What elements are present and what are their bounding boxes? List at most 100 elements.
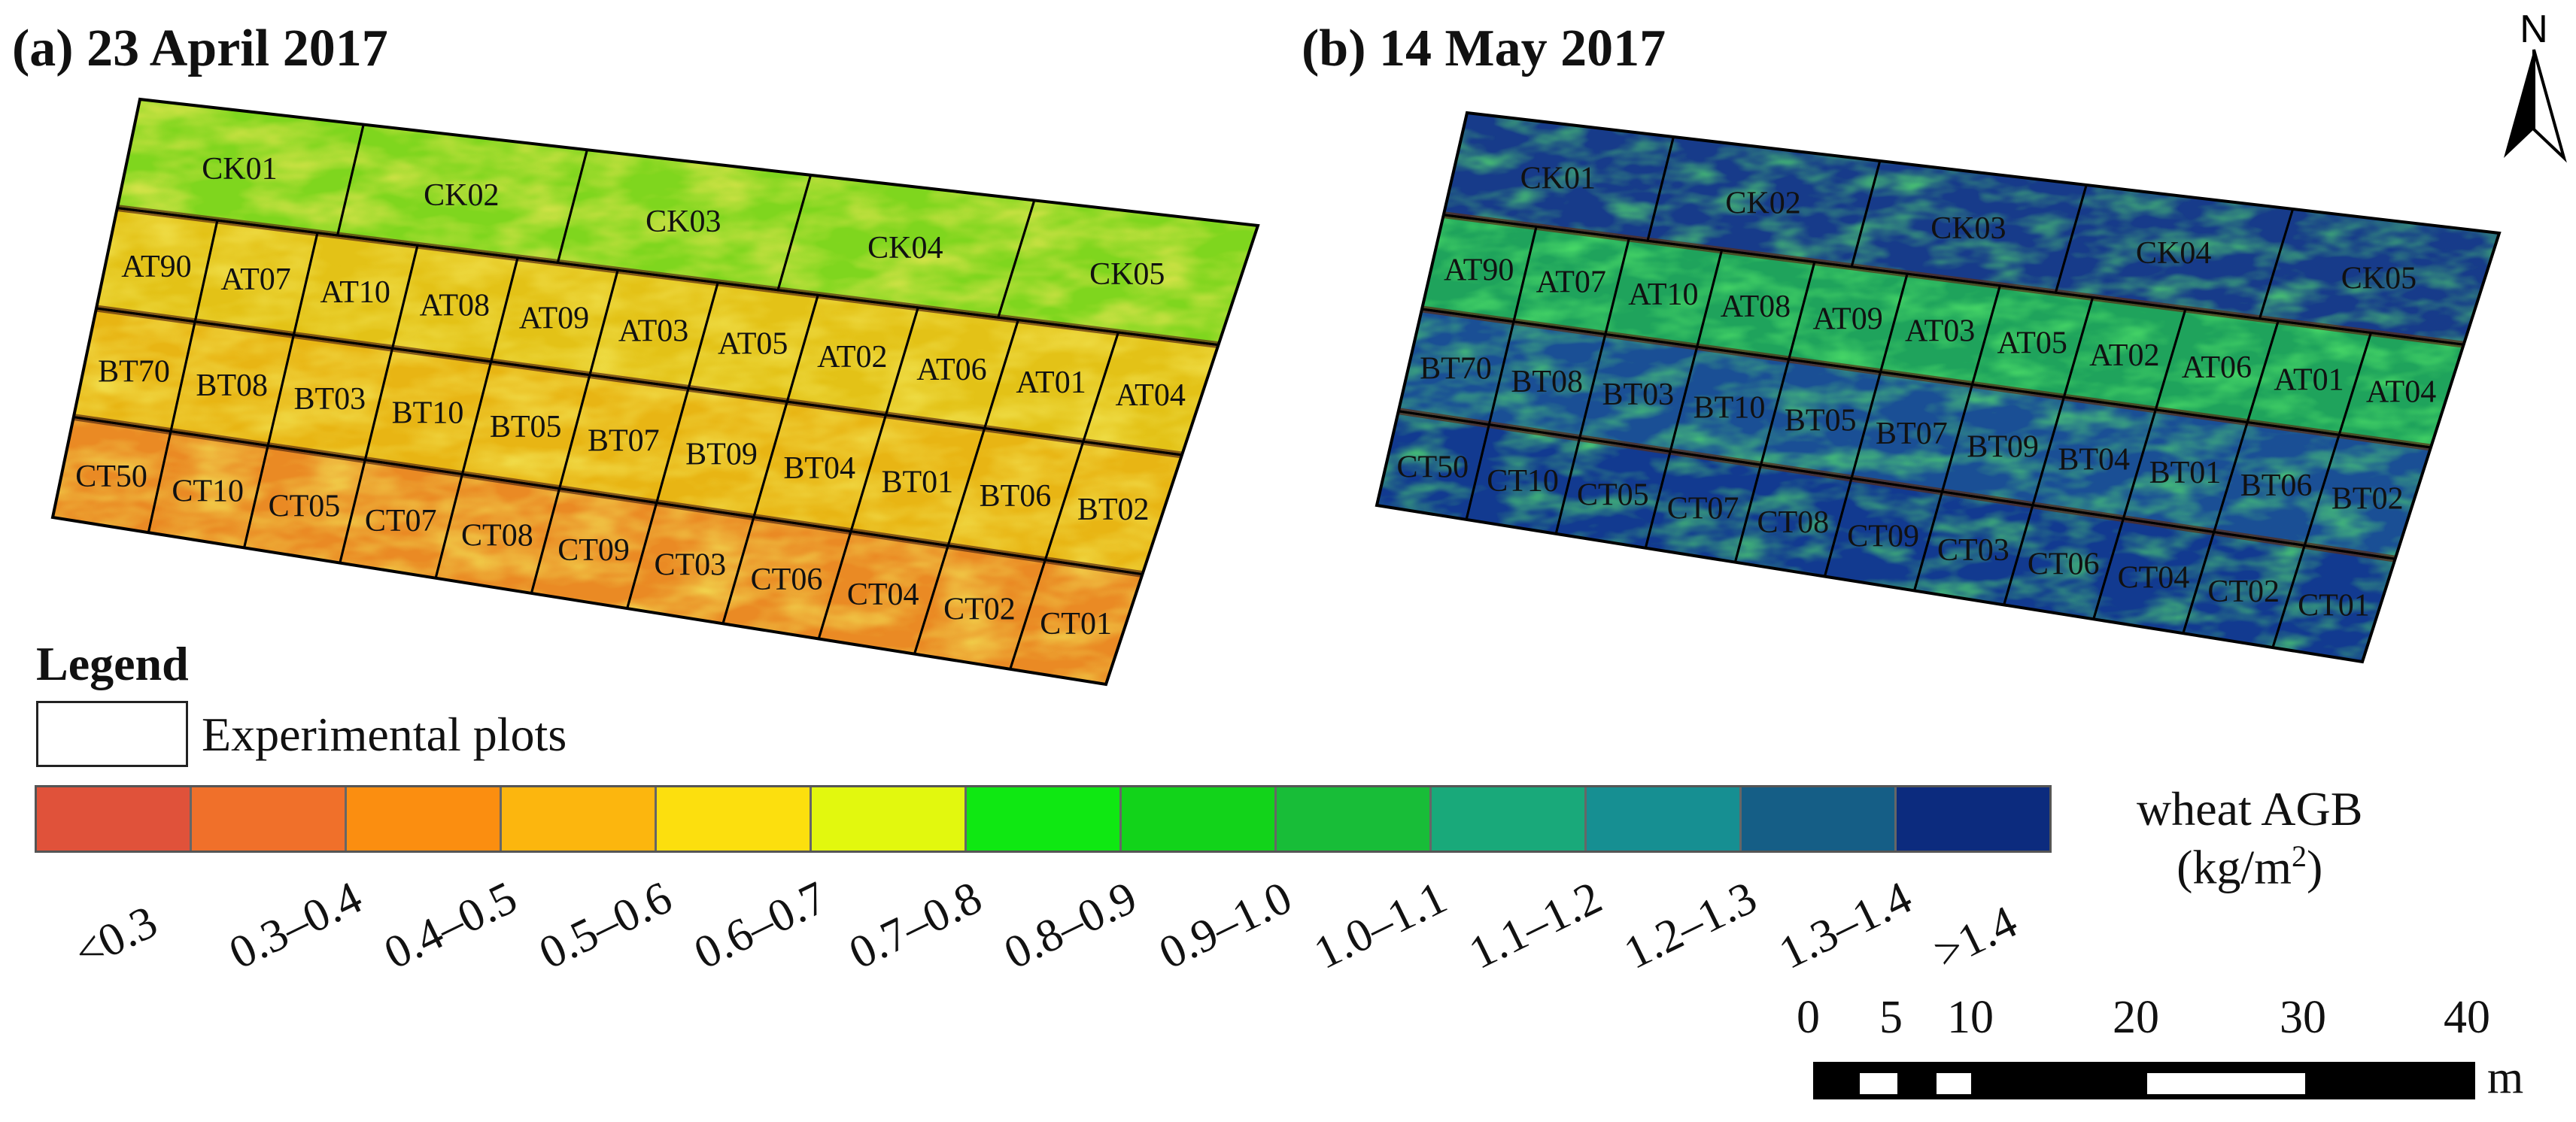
ramp-class-swatch [967,787,1119,851]
plot-label: AT04 [1116,378,1186,413]
plot-label: CT06 [2028,547,2100,581]
unit-text: (kg/m [2177,840,2292,894]
plot-label: BT03 [293,382,366,417]
scale-tick-label: 10 [1947,992,1994,1043]
plot-label: CK03 [1930,211,2006,246]
plot-label: BT02 [1077,493,1150,527]
plot-label: AT07 [220,262,290,297]
plot-label: CT02 [2207,575,2280,609]
scale-tick-label: 5 [1879,992,1903,1043]
plot-label: CK04 [867,231,943,265]
plot-label: CK03 [646,205,721,239]
plot-label: AT90 [121,250,191,284]
plot-label: BT70 [1420,352,1492,387]
legend-unit: wheat AGB (kg/m2) [2137,781,2362,896]
scale-tick-label: 40 [2444,992,2490,1043]
plot-label: AT10 [320,275,390,310]
unit-line-1: wheat AGB [2137,782,2363,835]
plot-label: BT05 [1785,404,1857,438]
ramp-class-swatch [1742,787,1894,851]
panel-a-title: (a) 23 April 2017 [12,20,388,77]
plot-label: CK02 [1725,186,1800,221]
plot-label: AT06 [2182,350,2252,385]
unit-line-2: (kg/m2) [2137,838,2362,896]
plot-label: CT10 [172,475,244,509]
ramp-class-swatch [1432,787,1584,851]
plot-label: BT03 [1602,378,1675,412]
plot-label: AT03 [618,314,688,349]
plot-label: BT10 [1694,390,1766,425]
plot-label: AT02 [2089,338,2159,373]
scale-bar-segment [1937,1073,1971,1094]
plot-label: BT09 [685,438,758,472]
panel-b-title: (b) 14 May 2017 [1302,20,1666,77]
plot-label: CT05 [269,489,341,523]
ramp-class-swatch [812,787,964,851]
plot-label: CK04 [2136,236,2211,271]
ramp-class-swatch [657,787,810,851]
scale-tick-label: 30 [2280,992,2326,1043]
plot-label: CK01 [1520,161,1596,196]
scale-bar [1813,1062,2475,1099]
ramp-class-swatch [1897,787,2049,851]
plot-label: AT04 [2366,375,2436,409]
north-label: N [2520,8,2548,51]
plot-label: CT07 [365,504,437,538]
ramp-class-swatch [192,787,345,851]
ramp-class-swatch [1587,787,1739,851]
plot-label: BT06 [2240,469,2313,503]
plot-label: BT01 [2149,456,2222,490]
plot-label: CT08 [461,518,533,553]
plot-label: BT05 [490,410,562,444]
scale-tick-label: 20 [2113,992,2159,1043]
plot-label: CT10 [1487,464,1559,499]
plot-label: BT04 [783,451,855,486]
ramp-class-swatch [347,787,500,851]
plot-label: BT08 [1511,365,1583,399]
plot-label: CT01 [1040,607,1112,641]
plot-label: AT09 [1812,302,1882,336]
plot-label: AT10 [1628,277,1698,312]
plot-label: BT04 [2058,443,2130,478]
ramp-class-swatch [502,787,655,851]
plot-label: CT09 [1847,519,1919,553]
ramp-class-swatch [1122,787,1274,851]
ramp-class-swatch [1277,787,1429,851]
plot-label: AT08 [1721,290,1791,324]
plot-label: BT07 [1876,417,1948,451]
plot-label: BT01 [881,465,953,499]
plot-label: CK05 [2341,261,2417,296]
plot-label: AT08 [420,288,490,323]
plot-label: BT70 [98,354,170,389]
plot-label: AT02 [817,340,887,375]
plot-label: CT04 [2118,561,2190,596]
plot-label: CT50 [1396,450,1469,485]
plot-label: CT08 [1757,505,1830,540]
plot-label: AT09 [519,301,589,335]
plot-label: CT01 [2298,588,2370,623]
plot-label: CT02 [943,592,1016,626]
north-arrow-icon: N [2504,8,2567,163]
plot-label: CT05 [1577,478,1649,512]
plot-label: CK05 [1089,257,1165,292]
plot-label: BT10 [392,396,464,431]
scale-bar-segment [1860,1073,1897,1094]
plot-label: BT09 [1967,429,2039,464]
panel-a-map: CK01 CK02 CK03 CK04 CK05 AT90 AT07 AT10 AT08 AT09… [50,97,1260,687]
plot-label: AT01 [2274,362,2344,397]
plot-label: CT50 [75,459,147,494]
scale-unit: m [2487,1052,2524,1103]
panel-b-map: CK01 CK02 CK03 CK04 CK05 AT90 AT07 AT10 AT08 AT09… [1375,111,2502,664]
unit-superscript: 2 [2291,838,2307,873]
plot-label: BT02 [2331,481,2404,516]
plot-label: AT06 [916,353,986,387]
plot-label: BT08 [196,368,268,403]
plot-label: AT05 [718,327,788,362]
plot-label: AT03 [1905,314,1975,348]
plot-label: CT03 [654,548,726,583]
plot-label: AT05 [1997,326,2067,361]
legend-plot-symbol [36,701,188,767]
legend-heading: Legend [36,637,189,690]
color-ramp [35,785,2052,853]
